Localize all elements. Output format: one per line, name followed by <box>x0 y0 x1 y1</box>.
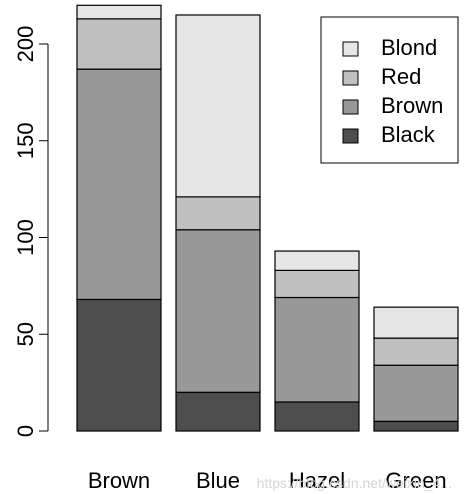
bar-segment-blue-blond <box>175 14 261 198</box>
bar-segment-green-red <box>373 337 459 366</box>
legend-label-black: Black <box>381 122 436 147</box>
bar-segment-hazel-red <box>274 269 360 299</box>
legend-swatch-brown <box>342 99 359 115</box>
bar-segment-hazel-black <box>274 401 360 432</box>
x-label-brown: Brown <box>88 468 150 493</box>
bar-segment-brown-brown <box>76 68 162 301</box>
x-label-blue: Blue <box>196 468 240 493</box>
bar-segment-blue-red <box>175 196 261 231</box>
x-label-hazel: Hazel <box>289 468 345 493</box>
watermark-text: https://blog.csdn.net/weixin_4... <box>257 475 452 491</box>
bar-segment-hazel-brown <box>274 296 360 403</box>
bars <box>76 4 459 432</box>
legend: Blond Red Brown Black <box>320 16 459 164</box>
bar-segment-hazel-blond <box>274 250 360 271</box>
y-tick-label: 50 <box>13 322 38 346</box>
legend-label-red: Red <box>381 64 421 89</box>
x-axis-labels: Brown Blue Hazel Green <box>88 468 447 493</box>
legend-swatch-red <box>342 70 359 86</box>
bar-segment-green-black <box>373 420 459 432</box>
y-tick-label: 0 <box>13 425 38 437</box>
legend-swatch-blond <box>342 41 359 57</box>
bar-segment-brown-black <box>76 298 162 432</box>
legend-swatch-black <box>342 128 359 144</box>
legend-label-blond: Blond <box>381 35 437 60</box>
y-tick-label: 100 <box>13 219 38 256</box>
bar-segment-blue-black <box>175 391 261 432</box>
bar-segment-blue-brown <box>175 229 261 393</box>
y-tick-label: 200 <box>13 26 38 63</box>
bar-segment-green-blond <box>373 306 459 339</box>
y-axis: 0 50 100 150 200 <box>13 26 49 437</box>
y-tick-label: 150 <box>13 122 38 159</box>
bar-segment-brown-blond <box>76 4 162 20</box>
bar-segment-green-brown <box>373 364 459 422</box>
legend-label-brown: Brown <box>381 93 443 118</box>
bar-segment-brown-red <box>76 18 162 70</box>
x-label-green: Green <box>385 468 446 493</box>
